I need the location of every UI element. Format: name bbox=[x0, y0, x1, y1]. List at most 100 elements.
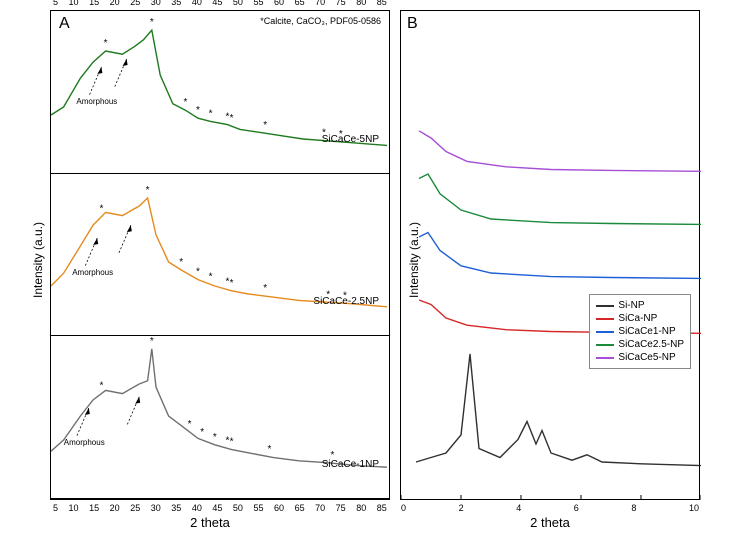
asterisk-marker: * bbox=[230, 113, 234, 124]
xtick: 15 bbox=[89, 503, 99, 513]
asterisk-marker: * bbox=[263, 120, 267, 131]
xtick: 20 bbox=[110, 503, 120, 513]
arrowhead-icon bbox=[97, 67, 102, 74]
asterisk-marker: * bbox=[196, 266, 200, 277]
xtick: 2 bbox=[459, 503, 464, 513]
panel-b: B Si-NPSiCa-NPSiCaCe1-NPSiCaCe2.5-NPSiCa… bbox=[400, 10, 700, 500]
legend-swatch bbox=[596, 357, 614, 359]
xtick: 5 bbox=[53, 503, 58, 513]
asterisk-marker: * bbox=[150, 17, 154, 28]
asterisk-marker: * bbox=[196, 105, 200, 116]
subpanel-svg: ********** bbox=[51, 174, 387, 334]
xrd-curve-b bbox=[419, 131, 701, 172]
xtick: 85 bbox=[377, 503, 387, 513]
xtick: 45 bbox=[212, 0, 222, 7]
xtick: 30 bbox=[151, 503, 161, 513]
xtick: 60 bbox=[274, 0, 284, 7]
xrd-curve-b bbox=[419, 233, 701, 279]
xtick: 0 bbox=[401, 503, 406, 513]
legend-row: SiCaCe5-NP bbox=[596, 351, 684, 364]
xtick: 40 bbox=[192, 0, 202, 7]
asterisk-marker: * bbox=[230, 277, 234, 288]
xrd-curve-b bbox=[416, 354, 701, 466]
xtick: 70 bbox=[315, 503, 325, 513]
legend-text: SiCaCe5-NP bbox=[618, 352, 675, 363]
asterisk-marker: * bbox=[200, 427, 204, 438]
xtick: 65 bbox=[295, 503, 305, 513]
subpanel-0: **********SiCaCe-5NPAmorphous bbox=[51, 11, 389, 174]
panel-a-xticks-top: 510152025303540455055606570758085 bbox=[51, 0, 389, 7]
subpanel-svg: ********** bbox=[51, 11, 387, 171]
panel-a-xlabel: 2 theta bbox=[190, 515, 230, 530]
panel-b-xlabel: 2 theta bbox=[530, 515, 570, 530]
panel-b-ylabel: Intensity (a.u.) bbox=[407, 222, 421, 298]
figure-root: Intensity (a.u.) 51015202530354045505560… bbox=[10, 10, 724, 530]
arrowhead-icon bbox=[127, 225, 132, 232]
asterisk-marker: * bbox=[104, 38, 108, 49]
asterisk-marker: * bbox=[179, 257, 183, 268]
legend-text: SiCaCe1-NP bbox=[618, 326, 675, 337]
legend-text: SiCaCe2.5-NP bbox=[618, 339, 684, 350]
asterisk-marker: * bbox=[213, 432, 217, 443]
amorphous-label: Amorphous bbox=[64, 438, 105, 447]
asterisk-marker: * bbox=[188, 419, 192, 430]
panel-a-xticks-bot: 510152025303540455055606570758085 bbox=[51, 503, 389, 513]
xtick: 4 bbox=[516, 503, 521, 513]
xtick: 60 bbox=[274, 503, 284, 513]
legend-swatch bbox=[596, 305, 614, 307]
xtick: 55 bbox=[253, 503, 263, 513]
xtick: 15 bbox=[89, 0, 99, 7]
legend-swatch bbox=[596, 331, 614, 333]
xtick: 10 bbox=[689, 503, 699, 513]
asterisk-marker: * bbox=[146, 185, 150, 196]
legend-swatch bbox=[596, 344, 614, 346]
xtick: 75 bbox=[336, 503, 346, 513]
arrowhead-icon bbox=[93, 238, 98, 245]
amorphous-label: Amorphous bbox=[72, 268, 113, 277]
xtick: 55 bbox=[253, 0, 263, 7]
asterisk-marker: * bbox=[183, 97, 187, 108]
arrowhead-icon bbox=[135, 397, 140, 404]
xtick: 85 bbox=[377, 0, 387, 7]
series-label: SiCaCe-1NP bbox=[322, 459, 379, 470]
xtick: 50 bbox=[233, 0, 243, 7]
xrd-curve-b bbox=[419, 174, 701, 224]
asterisk-marker: * bbox=[209, 108, 213, 119]
asterisk-marker: * bbox=[99, 381, 103, 392]
xtick: 45 bbox=[212, 503, 222, 513]
xtick: 75 bbox=[336, 0, 346, 7]
arrowhead-icon bbox=[123, 59, 128, 66]
xtick: 30 bbox=[151, 0, 161, 7]
series-label: SiCaCe-2.5NP bbox=[313, 296, 379, 307]
xtick: 5 bbox=[53, 0, 58, 7]
xtick: 25 bbox=[130, 0, 140, 7]
xtick: 25 bbox=[130, 503, 140, 513]
panel-a: 510152025303540455055606570758085 A *Cal… bbox=[50, 10, 390, 500]
subpanel-svg: ********* bbox=[51, 336, 387, 496]
legend-row: SiCa-NP bbox=[596, 312, 684, 325]
legend-row: SiCaCe1-NP bbox=[596, 325, 684, 338]
asterisk-marker: * bbox=[267, 444, 271, 455]
subpanel-1: **********SiCaCe-2.5NPAmorphous bbox=[51, 174, 389, 337]
xtick: 20 bbox=[110, 0, 120, 7]
panel-b-svg bbox=[401, 11, 701, 501]
xtick: 40 bbox=[192, 503, 202, 513]
legend-text: SiCa-NP bbox=[618, 313, 657, 324]
legend-text: Si-NP bbox=[618, 300, 644, 311]
asterisk-marker: * bbox=[99, 203, 103, 214]
xtick: 35 bbox=[171, 503, 181, 513]
panel-a-ylabel: Intensity (a.u.) bbox=[31, 222, 45, 298]
xtick: 80 bbox=[356, 503, 366, 513]
legend: Si-NP SiCa-NP SiCaCe1-NP SiCaCe2.5-NP SiCaCe… bbox=[589, 294, 691, 369]
amorphous-label: Amorphous bbox=[76, 97, 117, 106]
subpanel-2: *********SiCaCe-1NPAmorphous bbox=[51, 336, 389, 499]
xtick: 65 bbox=[295, 0, 305, 7]
xtick: 80 bbox=[356, 0, 366, 7]
xtick: 50 bbox=[233, 503, 243, 513]
asterisk-marker: * bbox=[209, 271, 213, 282]
series-label: SiCaCe-5NP bbox=[322, 134, 379, 145]
legend-row: SiCaCe2.5-NP bbox=[596, 338, 684, 351]
xtick: 6 bbox=[574, 503, 579, 513]
xrd-curve bbox=[51, 349, 387, 467]
xrd-curve bbox=[51, 30, 387, 145]
